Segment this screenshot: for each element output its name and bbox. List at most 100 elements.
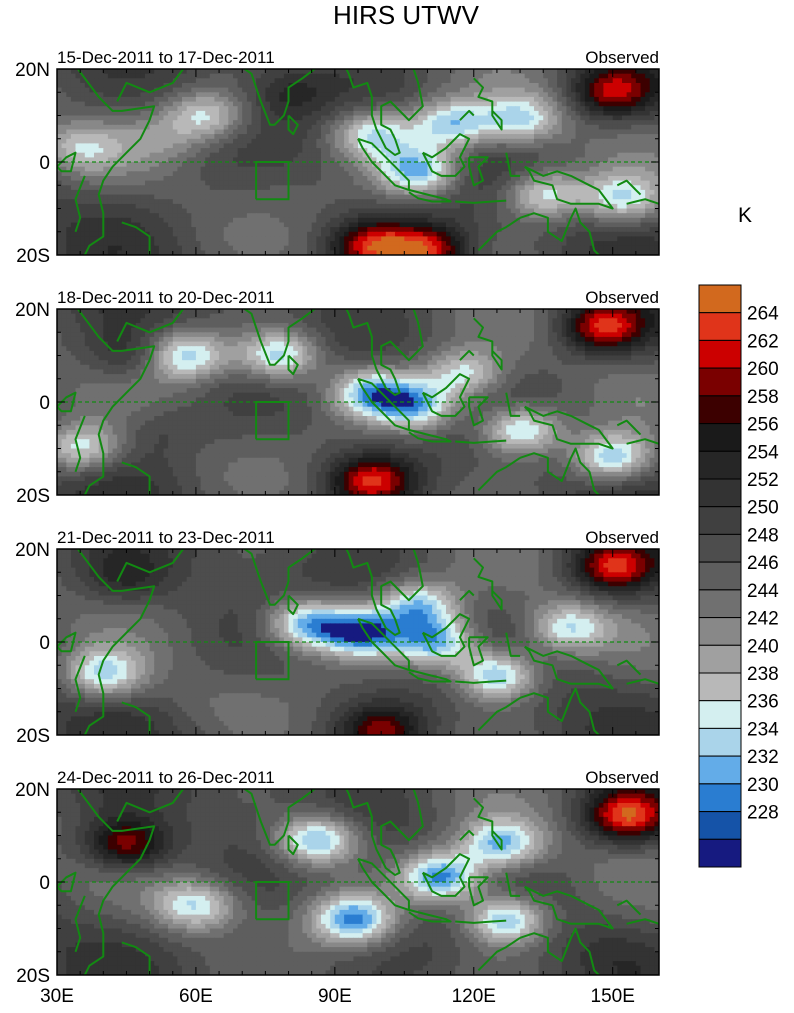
field-cell <box>223 96 229 103</box>
field-cell <box>279 148 285 154</box>
field-cell <box>103 231 109 238</box>
field-cell <box>645 162 651 168</box>
field-cell <box>103 69 109 75</box>
field-cell <box>223 120 229 126</box>
field-cell <box>399 69 405 75</box>
field-cell <box>654 120 659 126</box>
field-cell <box>274 106 280 112</box>
field-cell <box>459 180 466 186</box>
field-cell <box>575 110 581 117</box>
field-cell <box>608 83 614 89</box>
field-cell <box>107 96 114 103</box>
field-cell <box>635 115 641 121</box>
field-cell <box>214 152 220 158</box>
field-cell <box>168 73 174 79</box>
field-cell <box>228 171 234 177</box>
field-cell <box>395 217 401 224</box>
field-cell <box>427 110 433 117</box>
field-cell <box>270 236 276 242</box>
field-cell <box>334 236 340 242</box>
field-cell <box>483 110 489 117</box>
field-cell <box>168 171 174 177</box>
field-cell <box>274 231 280 238</box>
field-cell <box>256 124 262 131</box>
field-cell <box>168 199 174 205</box>
field-cell <box>501 189 507 196</box>
field-cell <box>348 138 354 145</box>
field-cell <box>330 110 336 117</box>
field-cell <box>154 241 160 247</box>
field-cell <box>334 124 340 131</box>
field-cell <box>121 134 127 140</box>
field-cell <box>274 129 280 135</box>
field-cell <box>293 217 299 224</box>
field-cell <box>603 138 609 145</box>
field-cell <box>177 96 183 103</box>
field-cell <box>524 143 530 149</box>
field-cell <box>594 92 600 98</box>
field-cell <box>418 199 424 205</box>
field-cell <box>158 199 165 205</box>
field-cell <box>209 120 215 126</box>
field-cell <box>390 185 396 191</box>
field-cell <box>242 110 248 117</box>
field-cell <box>307 96 313 103</box>
field-cell <box>233 213 239 219</box>
field-cell <box>404 96 410 103</box>
panel-left-title: 15-Dec-2011 to 17-Dec-2011 <box>57 48 275 67</box>
field-cell <box>408 203 415 210</box>
field-cell <box>612 185 618 191</box>
field-cell <box>80 189 86 196</box>
field-cell <box>140 245 146 251</box>
field-cell <box>450 217 456 224</box>
field-cell <box>427 189 433 196</box>
field-cell <box>561 69 567 75</box>
field-cell <box>358 213 364 219</box>
field-cell <box>436 189 442 196</box>
field-cell <box>339 227 345 233</box>
field-cell <box>547 78 554 84</box>
field-cell <box>487 78 493 84</box>
field-cell <box>307 241 313 247</box>
field-cell <box>126 92 132 98</box>
field-cell <box>339 129 345 135</box>
field-cell <box>436 143 442 149</box>
field-cell <box>478 78 484 84</box>
field-cell <box>330 217 336 224</box>
field-cell <box>631 231 637 238</box>
field-cell <box>640 73 646 79</box>
field-cell <box>186 208 192 214</box>
field-cell <box>524 199 530 205</box>
field-cell <box>98 92 104 98</box>
field-cell <box>57 180 63 186</box>
field-cell <box>168 189 174 196</box>
field-cell <box>228 124 234 131</box>
field-cell <box>446 138 452 145</box>
field-cell <box>223 152 229 158</box>
field-cell <box>57 217 63 224</box>
field-cell <box>75 92 81 98</box>
field-cell <box>293 222 299 228</box>
field-cell <box>325 83 331 89</box>
field-cell <box>404 138 410 145</box>
field-cell <box>61 180 67 186</box>
field-cell <box>209 152 215 158</box>
field-cell <box>205 129 211 135</box>
field-cell <box>543 134 549 140</box>
field-cell <box>172 143 178 149</box>
field-cell <box>321 152 327 158</box>
field-cell <box>543 124 549 131</box>
field-cell <box>483 138 489 145</box>
field-cell <box>594 120 600 126</box>
field-cell <box>214 101 220 107</box>
field-cell <box>205 87 211 93</box>
field-cell <box>594 189 600 196</box>
field-cell <box>242 134 248 140</box>
field-cell <box>195 129 202 135</box>
field-cell <box>557 92 563 98</box>
field-cell <box>399 231 405 238</box>
field-cell <box>487 227 493 233</box>
field-cell <box>61 227 67 233</box>
field-cell <box>344 157 350 163</box>
field-cell <box>237 83 243 89</box>
